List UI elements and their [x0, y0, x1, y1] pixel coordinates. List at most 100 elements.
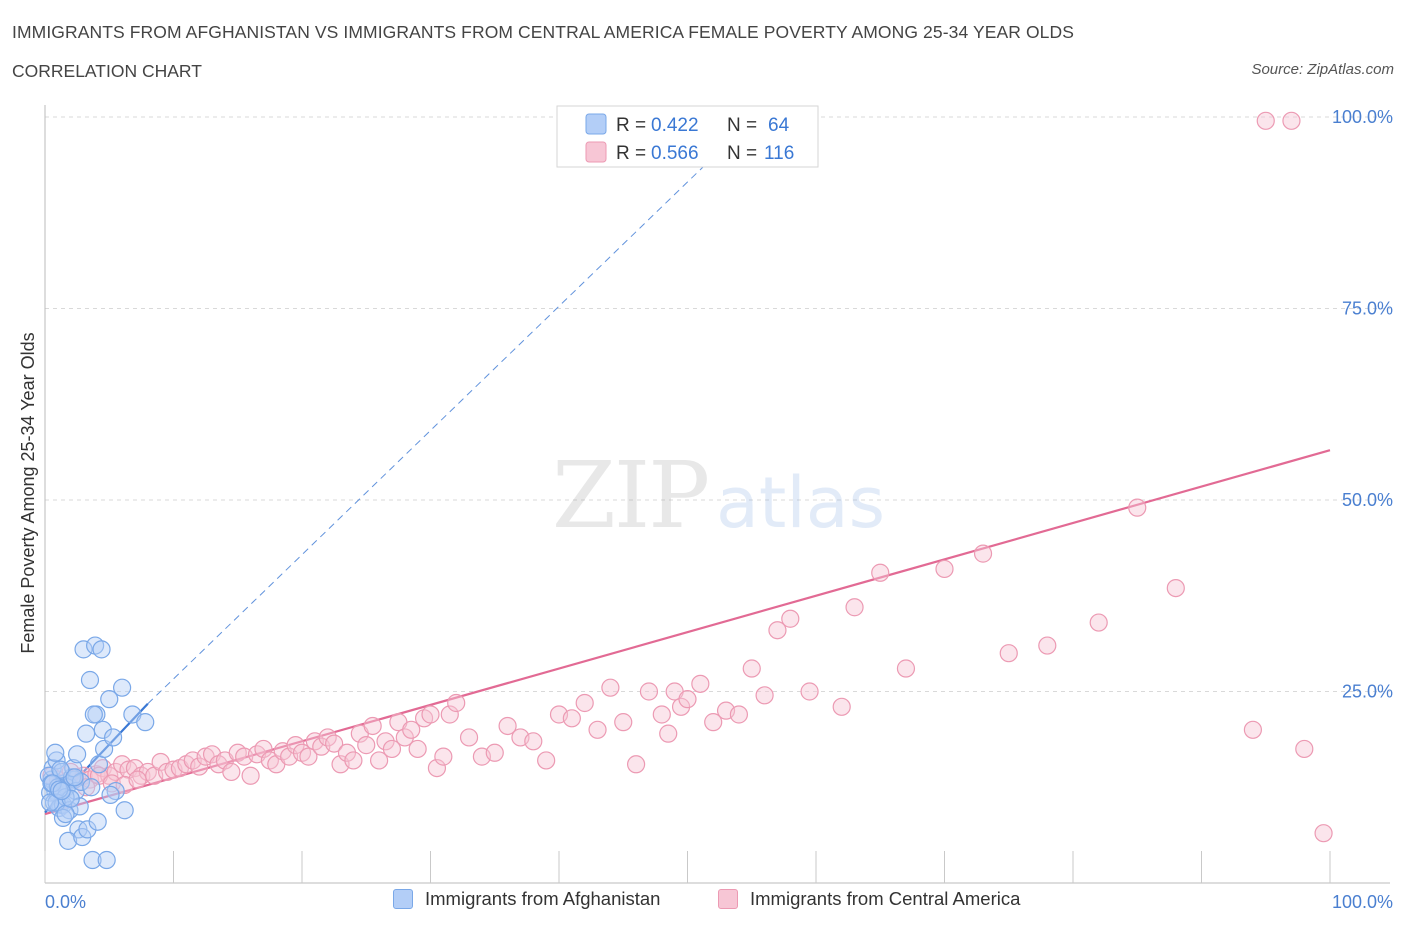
legend-n-label-1: N = [727, 115, 757, 136]
afghanistan-point [136, 713, 155, 732]
grid-lines [45, 116, 1390, 692]
central-america-point [639, 682, 659, 701]
y-tick-labels: 25.0% 50.0% 75.0% 100.0% [1332, 107, 1393, 702]
central-america-point [299, 747, 318, 766]
afghanistan-point [89, 755, 109, 774]
legend-label-afghanistan: Immigrants from Afghanistan [425, 888, 661, 909]
afghanistan-point [92, 640, 111, 659]
afghanistan-point [41, 793, 60, 812]
watermark-zip: ZIP [552, 442, 708, 549]
central-america-point [325, 734, 344, 753]
afghanistan-point [59, 831, 78, 850]
central-america-point [601, 678, 620, 697]
series-central-america [42, 111, 1333, 843]
central-america-point [1128, 498, 1147, 517]
central-america-point [999, 644, 1018, 663]
source-credit: Source: ZipAtlas.com [1251, 61, 1394, 78]
central-america-point [254, 739, 273, 759]
legend-swatch-pink [718, 889, 738, 909]
x-tick-label-min: 0.0% [45, 892, 86, 912]
afghanistan-point [100, 690, 119, 709]
afghanistan-point [46, 743, 65, 762]
central-america-point [755, 686, 774, 705]
y-tick-label-3: 100.0% [1332, 107, 1393, 127]
afghanistan-point [80, 670, 100, 690]
central-america-point [1256, 111, 1275, 130]
central-america-point [128, 770, 147, 789]
central-america-point [190, 757, 209, 776]
central-america-point [704, 713, 723, 732]
central-america-point [485, 743, 504, 762]
afghanistan-point [68, 745, 87, 764]
afghanistan-point [97, 850, 116, 870]
central-america-point [344, 751, 363, 770]
y-tick-label-0: 25.0% [1342, 682, 1393, 702]
central-america-point [434, 747, 453, 766]
central-america-point [1243, 720, 1263, 739]
afghanistan-point [51, 760, 70, 779]
afghanistan-point [52, 781, 71, 801]
central-america-point [421, 705, 440, 724]
legend-r-value-1: 0.422 [651, 115, 699, 136]
legend-r-label-1: R = [616, 115, 646, 136]
afghanistan-point [74, 640, 93, 659]
series-legend: Immigrants from Afghanistan Immigrants f… [0, 888, 1406, 916]
central-america-point [575, 693, 594, 713]
central-america-point [845, 598, 864, 617]
chart-title: IMMIGRANTS FROM AFGHANISTAN VS IMMIGRANT… [12, 22, 1075, 42]
central-america-point [1089, 613, 1108, 632]
trendline-afghanistan-extended [147, 131, 740, 705]
central-america-point [370, 751, 389, 770]
legend-swatch-central-america [585, 141, 607, 163]
central-america-point [626, 755, 646, 774]
afghanistan-point [104, 728, 123, 747]
legend-r-value-2: 0.566 [651, 143, 699, 164]
central-america-point [427, 758, 447, 778]
central-america-point [742, 659, 761, 678]
central-america-point [678, 690, 697, 709]
afghanistan-point [101, 785, 120, 805]
series-afghanistan [39, 636, 155, 870]
central-america-point [357, 736, 376, 755]
central-america-point [447, 693, 466, 713]
watermark: ZIP atlas [552, 442, 885, 549]
chart-subtitle: CORRELATION CHART [12, 61, 202, 81]
central-america-point [1282, 111, 1301, 130]
central-america-point [614, 713, 633, 732]
central-america-point [498, 716, 517, 736]
central-america-point [402, 720, 421, 739]
afghanistan-point [83, 850, 102, 870]
legend-n-value-1: 64 [768, 115, 790, 136]
afghanistan-point [71, 772, 91, 791]
legend-label-central-america: Immigrants from Central America [750, 888, 1021, 909]
y-axis-label: Female Poverty Among 25-34 Year Olds [18, 332, 38, 653]
trendline-central-america [44, 449, 1331, 816]
central-america-point [1314, 824, 1333, 843]
stats-legend: R = 0.422 N = 64 R = 0.566 N = 116 [556, 105, 819, 168]
watermark-atlas: atlas [716, 462, 885, 544]
afghanistan-point [93, 720, 112, 739]
afghanistan-point [47, 751, 66, 770]
central-america-point [222, 762, 241, 782]
central-america-point [935, 559, 954, 579]
legend-item-central-america: Immigrants from Central America [718, 888, 1020, 910]
legend-n-label-2: N = [727, 143, 757, 164]
central-america-point [440, 705, 459, 724]
central-america-point [691, 674, 710, 693]
central-america-point [768, 621, 787, 640]
afghanistan-point [115, 801, 134, 820]
afghanistan-point [82, 778, 101, 797]
afghanistan-point [88, 812, 107, 831]
y-tick-label-1: 50.0% [1342, 490, 1393, 510]
central-america-point [800, 682, 819, 701]
central-america-point [1295, 739, 1314, 759]
central-america-point [973, 544, 993, 563]
central-america-point [652, 705, 671, 724]
central-america-point [1166, 578, 1185, 598]
central-america-point [408, 739, 427, 759]
central-america-point [659, 724, 678, 743]
central-america-point [588, 720, 607, 739]
central-america-point [896, 659, 916, 678]
afghanistan-point [77, 724, 96, 743]
